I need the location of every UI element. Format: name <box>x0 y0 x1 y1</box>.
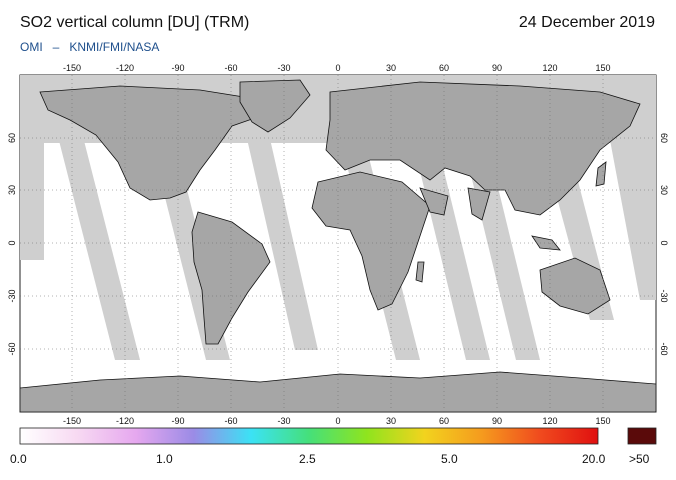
lon-label: -90 <box>171 63 184 73</box>
africa <box>311 171 431 311</box>
lon-label: 0 <box>335 63 340 73</box>
lon-label: 30 <box>386 63 396 73</box>
lon-label: 0 <box>335 416 340 426</box>
lon-label: -60 <box>224 416 237 426</box>
lon-label: -60 <box>224 63 237 73</box>
south-america <box>191 211 271 345</box>
lon-label: 120 <box>542 416 557 426</box>
lat-label: -30 <box>659 289 669 302</box>
lon-label: -30 <box>277 63 290 73</box>
lat-label: 60 <box>659 133 669 143</box>
map-date: 24 December 2019 <box>518 14 655 31</box>
colorbar-label: 0.0 <box>10 452 27 466</box>
lon-label: 30 <box>386 416 396 426</box>
lon-label: 150 <box>595 63 610 73</box>
colorbar-overflow-label: >50 <box>629 452 650 466</box>
lon-label: -90 <box>171 416 184 426</box>
lon-label: -120 <box>116 63 134 73</box>
australia <box>539 257 611 315</box>
lon-label: -30 <box>277 416 290 426</box>
lat-label: 0 <box>7 240 17 245</box>
lon-label: -150 <box>63 416 81 426</box>
lon-label: 150 <box>595 416 610 426</box>
colorbar-label: 2.5 <box>299 452 316 466</box>
lat-labels-left: 60 30 0 -30 -60 <box>7 133 17 356</box>
colorbar <box>19 427 599 445</box>
japan <box>595 161 607 187</box>
credit-instrument: OMI <box>20 40 43 54</box>
credit-line: OMI – KNMI/FMI/NASA <box>20 40 159 54</box>
map-layers <box>20 75 656 412</box>
colorbar-label: 5.0 <box>441 452 458 466</box>
lon-labels-top: -150 -120 -90 -60 -30 0 30 60 90 120 150 <box>63 63 611 73</box>
colorbar-overflow-swatch <box>627 427 657 445</box>
lon-label: 90 <box>492 416 502 426</box>
madagascar <box>415 261 425 283</box>
credit-organizations: KNMI/FMI/NASA <box>69 40 160 54</box>
lat-label: 60 <box>7 133 17 143</box>
lat-label: -60 <box>7 342 17 355</box>
lon-label: -120 <box>116 416 134 426</box>
lat-label: 0 <box>659 240 669 245</box>
colorbar-label: 20.0 <box>582 452 606 466</box>
lon-labels-bottom: -150 -120 -90 -60 -30 0 30 60 90 120 150 <box>63 416 611 426</box>
lat-label: -60 <box>659 342 669 355</box>
india <box>467 187 491 221</box>
greenland <box>239 79 311 133</box>
continents <box>20 79 656 412</box>
lon-label: 60 <box>439 416 449 426</box>
colorbar-label: 1.0 <box>156 452 173 466</box>
lat-label: 30 <box>7 185 17 195</box>
lon-label: 120 <box>542 63 557 73</box>
lon-label: 60 <box>439 63 449 73</box>
indonesia <box>531 235 561 251</box>
graticule <box>20 75 656 412</box>
lon-label: 90 <box>492 63 502 73</box>
lon-label: -150 <box>63 63 81 73</box>
eurasia <box>325 81 641 216</box>
north-america <box>39 85 256 201</box>
credit-separator: – <box>52 40 60 54</box>
lat-label: 30 <box>659 185 669 195</box>
map-title: SO2 vertical column [DU] (TRM) <box>20 14 250 31</box>
lat-label: -30 <box>7 289 17 302</box>
lat-labels-right: 60 30 0 -30 -60 <box>659 133 669 356</box>
